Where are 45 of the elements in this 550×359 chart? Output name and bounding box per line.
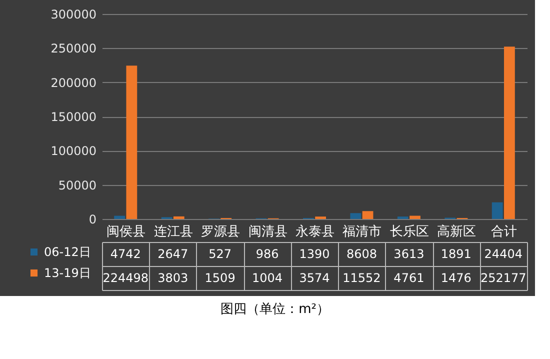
x-tick-label: 合计 — [490, 224, 517, 240]
data-label: 1509 — [204, 271, 236, 285]
data-label: 4761 — [394, 271, 424, 285]
data-label: 8608 — [346, 247, 377, 261]
data-label: 3803 — [158, 271, 188, 285]
data-label: 3574 — [299, 271, 330, 285]
bar — [173, 216, 184, 219]
x-tick-label: 永泰县 — [296, 224, 334, 240]
data-label: 11552 — [342, 271, 381, 285]
data-label: 252177 — [480, 271, 526, 285]
data-label: 527 — [208, 247, 232, 261]
y-tick-label: 150000 — [50, 110, 96, 124]
legend-label: 06-12日 — [44, 245, 91, 259]
data-label: 24404 — [484, 247, 522, 261]
bar — [410, 216, 420, 219]
bar — [504, 46, 515, 219]
x-tick-label: 连江县 — [154, 224, 193, 240]
x-tick-label: 闽侯县 — [106, 224, 146, 240]
data-label: 986 — [256, 247, 279, 261]
legend-label: 13-19日 — [44, 266, 91, 280]
bar — [126, 66, 138, 219]
data-label: 3613 — [394, 247, 424, 261]
x-tick-label: 闽清县 — [248, 224, 288, 240]
bar — [362, 211, 374, 219]
data-label: 1891 — [440, 247, 472, 261]
data-label: 2647 — [158, 247, 188, 261]
y-tick-label: 50000 — [58, 178, 96, 192]
bar — [492, 202, 503, 219]
x-tick-label: 高新区 — [437, 224, 476, 240]
data-label: 224498 — [102, 271, 149, 285]
data-label: 1476 — [440, 271, 472, 285]
x-tick-label: 长乐区 — [390, 224, 429, 240]
data-label: 1390 — [299, 247, 330, 261]
y-tick-label: 200000 — [50, 76, 96, 90]
y-tick-label: 0 — [88, 212, 96, 226]
x-tick-label: 罗源县 — [201, 224, 240, 240]
bar — [114, 216, 126, 219]
data-label: 1004 — [252, 271, 283, 285]
bar — [350, 213, 362, 219]
data-label: 4742 — [110, 247, 141, 261]
y-tick-label: 100000 — [50, 144, 96, 158]
y-tick-label: 300000 — [50, 8, 96, 22]
text: 图四（单位：m²） — [220, 301, 330, 318]
y-tick-label: 250000 — [50, 42, 96, 56]
x-tick-label: 福清市 — [342, 224, 382, 240]
